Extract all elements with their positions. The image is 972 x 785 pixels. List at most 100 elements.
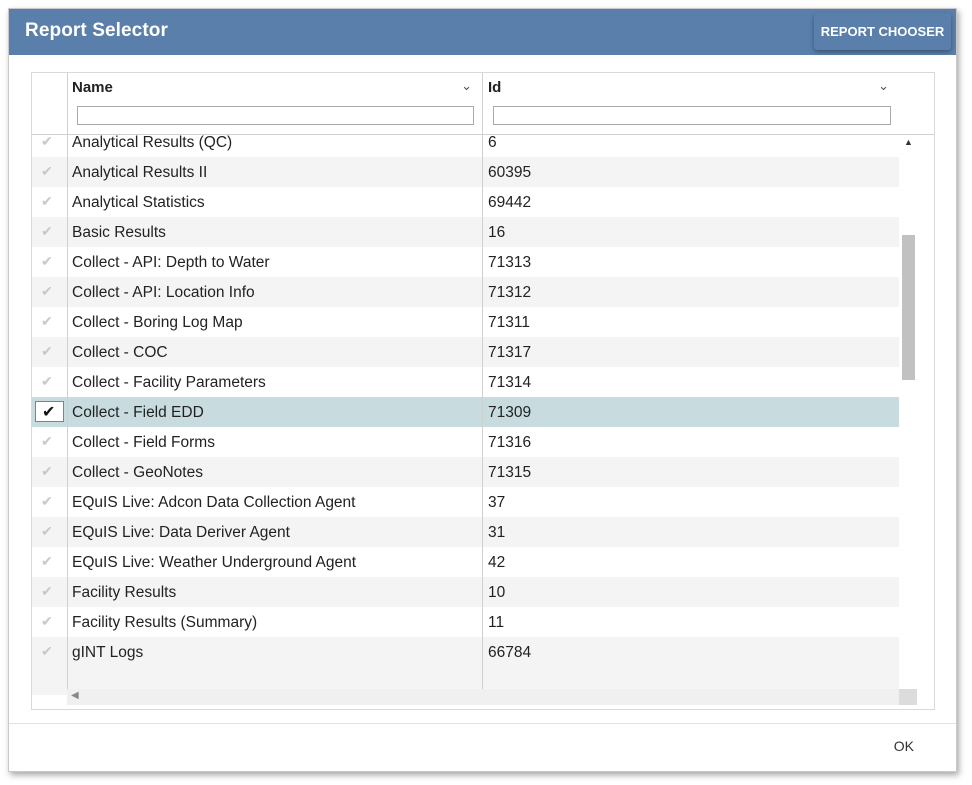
cell-name: EQuIS Live: Adcon Data Collection Agent (67, 487, 483, 517)
check-icon: ✔ (41, 433, 53, 449)
scrollbar-thumb[interactable] (902, 235, 915, 380)
cell-id: 71311 (483, 307, 899, 337)
table-row[interactable]: ✔ Collect - COC 71317 (32, 337, 899, 367)
check-icon: ✔ (41, 643, 53, 659)
cell-name: Collect - Field EDD (67, 397, 483, 427)
cell-name: Collect - Field Forms (67, 427, 483, 457)
select-column-header (32, 73, 68, 134)
table-row[interactable]: ✔ EQuIS Live: Adcon Data Collection Agent… (32, 487, 899, 517)
row-select-cell[interactable]: ✔ (32, 157, 68, 187)
cell-name: Facility Results (67, 577, 483, 607)
row-select-cell[interactable]: ✔ (32, 547, 68, 577)
cell-id-text: 71316 (488, 434, 532, 451)
cell-name: Collect - COC (67, 337, 483, 367)
row-select-cell[interactable]: ✔ (32, 457, 68, 487)
check-icon: ✔ (41, 523, 53, 539)
chevron-down-icon[interactable]: ⌄ (461, 78, 472, 93)
table-row[interactable]: ✔ Analytical Results (QC) 6 (32, 135, 899, 157)
table-row[interactable]: ✔ Collect - API: Location Info 71312 (32, 277, 899, 307)
cell-id-text: 71312 (488, 284, 532, 301)
table-row[interactable]: ✔ Collect - Boring Log Map 71311 (32, 307, 899, 337)
cell-name: Collect - Facility Parameters (67, 367, 483, 397)
row-select-cell[interactable]: ✔ (32, 577, 68, 607)
cell-name: gINT Logs (67, 637, 483, 667)
cell-id: 71317 (483, 337, 899, 367)
check-icon: ✔ (41, 163, 53, 179)
cell-id-text: 16 (488, 224, 506, 241)
cell-name-text: Collect - API: Location Info (72, 284, 255, 301)
ok-button[interactable]: OK (893, 738, 914, 754)
table-row[interactable]: ✔ Facility Results 10 (32, 577, 899, 607)
cell-id: 37 (483, 487, 899, 517)
row-select-cell[interactable]: ✔ (32, 517, 68, 547)
row-select-cell[interactable]: ✔ (32, 487, 68, 517)
row-select-cell[interactable]: ✔ (32, 637, 68, 667)
cell-id-text: 69442 (488, 194, 532, 211)
cell-id-text: 71309 (488, 404, 532, 421)
column-header-id[interactable]: Id ⌄ (483, 73, 899, 134)
table-row[interactable]: ✔ EQuIS Live: Weather Underground Agent 42 (32, 547, 899, 577)
table-row[interactable]: ✔ Collect - Field Forms 71316 (32, 427, 899, 457)
cell-id: 11 (483, 607, 899, 637)
cell-name: Analytical Results II (67, 157, 483, 187)
column-header-name[interactable]: Name ⌄ (67, 73, 483, 134)
cell-name-text: Collect - Field Forms (72, 434, 215, 451)
cell-id-text: 10 (488, 584, 506, 601)
table-row[interactable]: ✔ Analytical Results II 60395 (32, 157, 899, 187)
chevron-down-icon[interactable]: ⌄ (878, 78, 889, 93)
check-icon: ✔ (41, 553, 53, 569)
row-select-cell[interactable]: ✔ (32, 187, 68, 217)
name-filter-input[interactable] (77, 106, 474, 125)
cell-name: Collect - Boring Log Map (67, 307, 483, 337)
check-icon: ✔ (41, 583, 53, 599)
table-row[interactable]: ✔ Collect - GeoNotes 71315 (32, 457, 899, 487)
row-select-cell[interactable]: ✔ (32, 247, 68, 277)
cell-name-text: Analytical Statistics (72, 194, 205, 211)
row-select-cell[interactable]: ✔ (32, 217, 68, 247)
row-select-cell[interactable] (32, 667, 68, 695)
cell-name: Basic Results (67, 217, 483, 247)
report-chooser-button[interactable]: REPORT CHOOSER (814, 13, 951, 50)
table-row[interactable]: ✔ Collect - Facility Parameters 71314 (32, 367, 899, 397)
cell-id-text: 11 (488, 614, 505, 631)
row-select-cell[interactable]: ✔ (32, 427, 68, 457)
id-filter-input[interactable] (493, 106, 891, 125)
scroll-up-arrow-icon[interactable]: ▲ (904, 137, 913, 147)
row-select-cell[interactable]: ✔ (32, 367, 68, 397)
table-row[interactable]: ✔ Basic Results 16 (32, 217, 899, 247)
check-icon: ✔ (41, 135, 53, 149)
row-select-cell[interactable]: ✔ (32, 135, 68, 157)
table-row[interactable]: ✔ Analytical Statistics 69442 (32, 187, 899, 217)
row-select-box[interactable] (35, 401, 64, 422)
cell-name-text: Collect - API: Depth to Water (72, 254, 270, 271)
row-select-cell[interactable]: ✔ (32, 337, 68, 367)
vertical-scrollbar[interactable]: ▲ ▼ (899, 135, 917, 698)
report-selector-dialog: Report Selector REPORT CHOOSER Name ⌄ Id… (8, 8, 957, 772)
table-row[interactable]: ✔ EQuIS Live: Data Deriver Agent 31 (32, 517, 899, 547)
cell-id: 71309 (483, 397, 899, 427)
table-row[interactable]: ✔ gINT Logs 66784 (32, 637, 899, 667)
scroll-left-arrow-icon[interactable]: ◀ (71, 690, 79, 701)
row-select-cell[interactable]: ✔ (32, 607, 68, 637)
cell-id: 6 (483, 135, 899, 157)
cell-id: 60395 (483, 157, 899, 187)
check-icon: ✔ (41, 463, 53, 479)
cell-id: 69442 (483, 187, 899, 217)
cell-id: 10 (483, 577, 899, 607)
row-select-cell[interactable]: ✔ (32, 397, 68, 427)
cell-name-text: Analytical Results II (72, 164, 208, 181)
horizontal-scrollbar[interactable]: ◀ ▶ (67, 689, 917, 705)
table-row[interactable]: ✔ Facility Results (Summary) 11 (32, 607, 899, 637)
cell-name-text: Collect - COC (72, 344, 168, 361)
cell-id-text: 71311 (488, 314, 530, 331)
cell-name-text: EQuIS Live: Weather Underground Agent (72, 554, 357, 571)
report-grid: Name ⌄ Id ⌄ ✔ Analytical Results (QC) 6 ✔ An… (31, 72, 935, 710)
cell-id: 31 (483, 517, 899, 547)
cell-id: 42 (483, 547, 899, 577)
cell-id-text: 71315 (488, 464, 532, 481)
row-select-cell[interactable]: ✔ (32, 277, 68, 307)
row-select-cell[interactable]: ✔ (32, 307, 68, 337)
table-row[interactable]: ✔ Collect - Field EDD 71309 (32, 397, 899, 427)
table-row[interactable]: ✔ Collect - API: Depth to Water 71313 (32, 247, 899, 277)
check-icon: ✔ (41, 613, 53, 629)
